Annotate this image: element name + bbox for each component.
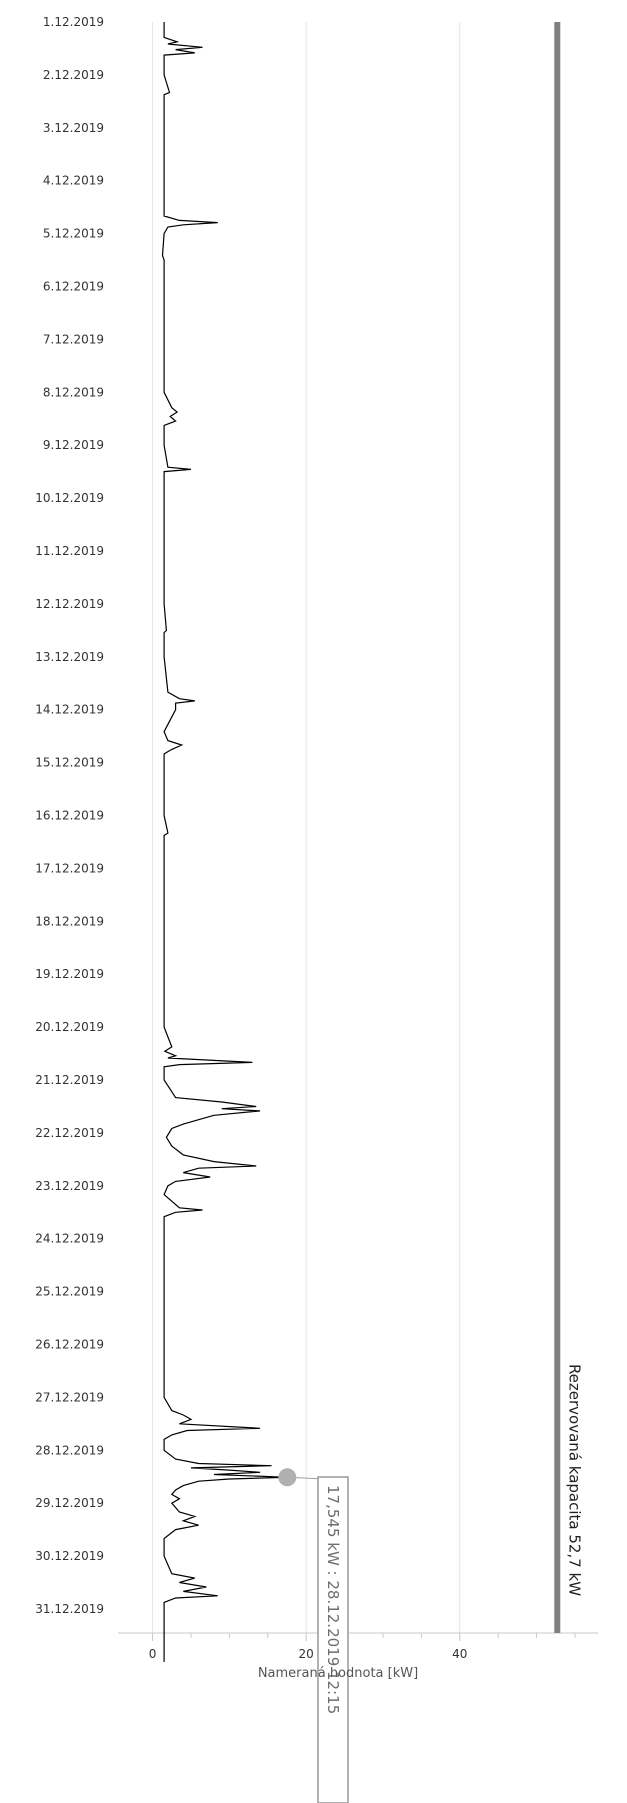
date-tick-label: 11.12.2019 [35,544,104,558]
date-tick-label: 1.12.2019 [43,15,104,29]
x-tick-label: 20 [299,1647,314,1661]
date-tick-label: 14.12.2019 [35,703,104,717]
date-tick-label: 24.12.2019 [35,1232,104,1246]
date-tick-label: 3.12.2019 [43,121,104,135]
tooltip-marker[interactable] [278,1468,297,1487]
date-tick-label: 22.12.2019 [35,1126,104,1140]
date-tick-label: 4.12.2019 [43,174,104,188]
date-tick-label: 25.12.2019 [35,1285,104,1299]
date-tick-label: 2.12.2019 [43,68,104,82]
date-tick-label: 29.12.2019 [35,1496,104,1510]
date-tick-label: 6.12.2019 [43,280,104,294]
date-tick-label: 21.12.2019 [35,1073,104,1087]
date-tick-label: 13.12.2019 [35,650,104,664]
date-tick-label: 12.12.2019 [35,597,104,611]
date-tick-label: 8.12.2019 [43,385,104,399]
date-tick-label: 20.12.2019 [35,1020,104,1034]
tooltip-text: 17,545 kW : 28.12.2019 12:15 [324,1485,342,1714]
date-tick-label: 5.12.2019 [43,227,104,241]
x-tick-label: 0 [149,1647,157,1661]
date-tick-label: 23.12.2019 [35,1179,104,1193]
tooltip: 17,545 kW : 28.12.2019 12:15 [317,1476,349,1803]
date-axis-labels: 1.12.2019 2.12.2019 3.12.2019 4.12.2019 5.12… [35,15,104,1616]
x-axis-title: Nameraná hodnota [kW] [258,1666,418,1681]
reserved-capacity-label: Rezervovaná kapacita 52,7 kW [565,1364,583,1596]
date-tick-label: 16.12.2019 [35,809,104,823]
series-line [161,22,288,1662]
tooltip-box [317,1476,349,1803]
x-axis-ticks: 0 20 40 [149,1633,576,1661]
date-tick-label: 31.12.2019 [35,1602,104,1616]
date-tick-label: 26.12.2019 [35,1338,104,1352]
date-tick-label: 7.12.2019 [43,332,104,346]
date-tick-label: 19.12.2019 [35,967,104,981]
date-tick-label: 28.12.2019 [35,1443,104,1457]
gridlines [152,22,461,1633]
x-tick-label: 40 [452,1647,467,1661]
date-tick-label: 9.12.2019 [43,438,104,452]
date-tick-label: 27.12.2019 [35,1390,104,1404]
date-tick-label: 15.12.2019 [35,756,104,770]
date-tick-label: 17.12.2019 [35,861,104,875]
date-tick-label: 30.12.2019 [35,1549,104,1563]
date-tick-label: 10.12.2019 [35,491,104,505]
date-tick-label: 18.12.2019 [35,914,104,928]
